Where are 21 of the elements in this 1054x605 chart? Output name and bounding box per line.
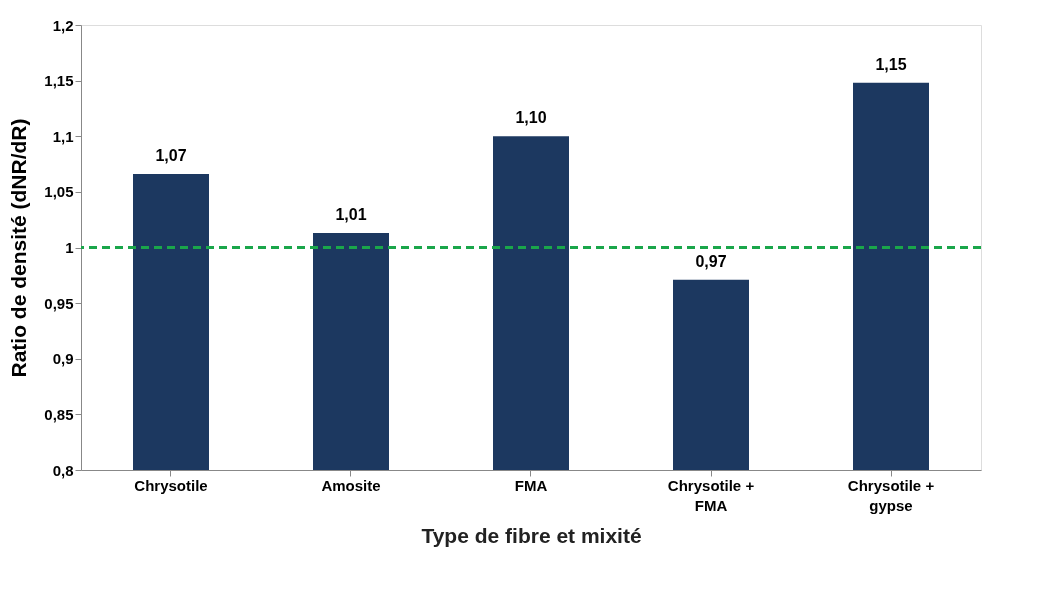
y-tick-label: 1,05 <box>44 183 74 201</box>
x-tick-label: Amosite <box>321 476 381 494</box>
data-label: 1,01 <box>335 206 367 224</box>
y-tick-label: 0,8 <box>52 461 74 479</box>
data-label: 0,97 <box>695 252 727 270</box>
y-tick-label: 1 <box>65 239 74 256</box>
x-tick-label: Chrysotile <box>134 476 208 494</box>
x-tick-label: Chrysotile + gypse <box>847 476 935 514</box>
data-label: 1,10 <box>515 109 547 127</box>
y-tick-label: 1,1 <box>52 127 74 145</box>
data-label: 1,15 <box>875 55 907 73</box>
data-label: 1,07 <box>155 147 187 165</box>
y-axis-title: Ratio de densité (dNR/dR) <box>7 118 31 378</box>
x-tick-label: FMA <box>514 476 548 494</box>
y-tick-label: 0,95 <box>44 294 74 312</box>
y-tick-label: 0,85 <box>44 405 74 423</box>
y-tick-label: 0,9 <box>52 350 74 368</box>
y-tick-label: 1,15 <box>44 72 74 90</box>
x-axis-title: Type de fibre et mixité <box>421 523 642 547</box>
y-tick-label: 1,2 <box>52 16 74 34</box>
x-tick-label: Chrysotile + FMA <box>667 476 755 514</box>
